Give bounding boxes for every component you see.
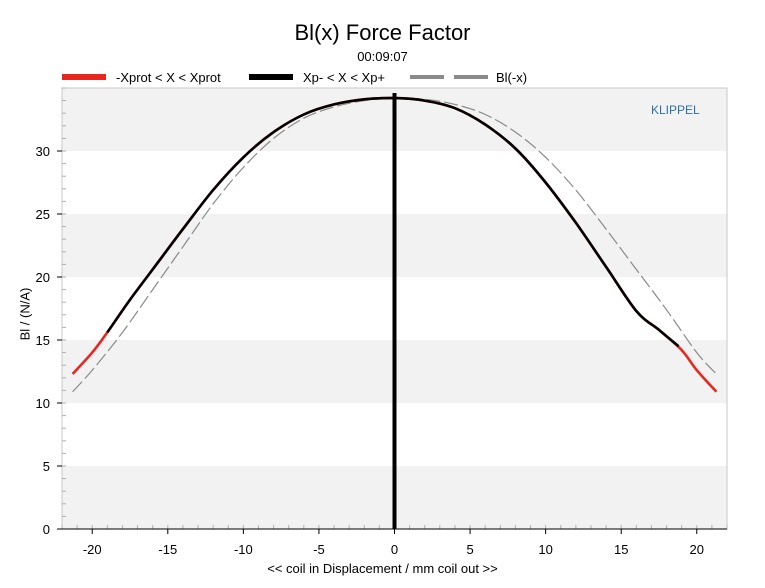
x-tick-label: -5 <box>313 542 325 557</box>
y-tick-label: 25 <box>36 207 50 222</box>
x-tick-label: -15 <box>158 542 177 557</box>
y-axis-label: Bl / (N/A) <box>17 287 33 341</box>
y-tick-label: 30 <box>36 144 50 159</box>
x-axis-ticks: -20 -15 -10 -5 0 5 10 15 20 <box>83 529 704 557</box>
chart-legend: -Xprot < X < Xprot Xp- < X < Xp+ Bl(-x) <box>0 67 765 87</box>
x-tick-label: 5 <box>466 542 473 557</box>
legend-item-bl-minus-x: Bl(-x) <box>410 67 527 87</box>
legend-label-xprot: -Xprot < X < Xprot <box>116 69 221 85</box>
chart-title: Bl(x) Force Factor <box>294 20 471 45</box>
chart-timestamp: 00:09:07 <box>357 49 408 64</box>
x-axis-label: << coil in Displacement / mm coil out >> <box>267 561 498 576</box>
y-tick-label: 10 <box>36 396 50 411</box>
x-tick-label: 15 <box>614 542 628 557</box>
legend-swatch-gray-dashed <box>410 75 488 79</box>
x-tick-label: 0 <box>391 542 398 557</box>
x-tick-label: -20 <box>83 542 102 557</box>
y-tick-label: 5 <box>43 459 50 474</box>
legend-item-xp: Xp- < X < Xp+ <box>249 67 385 87</box>
y-tick-label: 15 <box>36 333 50 348</box>
x-tick-label: 20 <box>690 542 704 557</box>
y-axis-ticks: 0 5 10 15 20 25 30 <box>36 144 62 537</box>
y-tick-label: 0 <box>43 522 50 537</box>
y-tick-label: 20 <box>36 270 50 285</box>
minor-ticks <box>61 87 728 530</box>
legend-label-xp: Xp- < X < Xp+ <box>303 69 386 85</box>
legend-swatch-red <box>62 74 106 80</box>
x-tick-label: -10 <box>234 542 253 557</box>
legend-label-bl-minus-x: Bl(-x) <box>496 69 528 85</box>
x-tick-label: 10 <box>538 542 552 557</box>
klippel-watermark: KLIPPEL <box>651 103 700 117</box>
legend-swatch-black <box>249 74 293 80</box>
legend-item-xprot: -Xprot < X < Xprot <box>62 67 221 87</box>
